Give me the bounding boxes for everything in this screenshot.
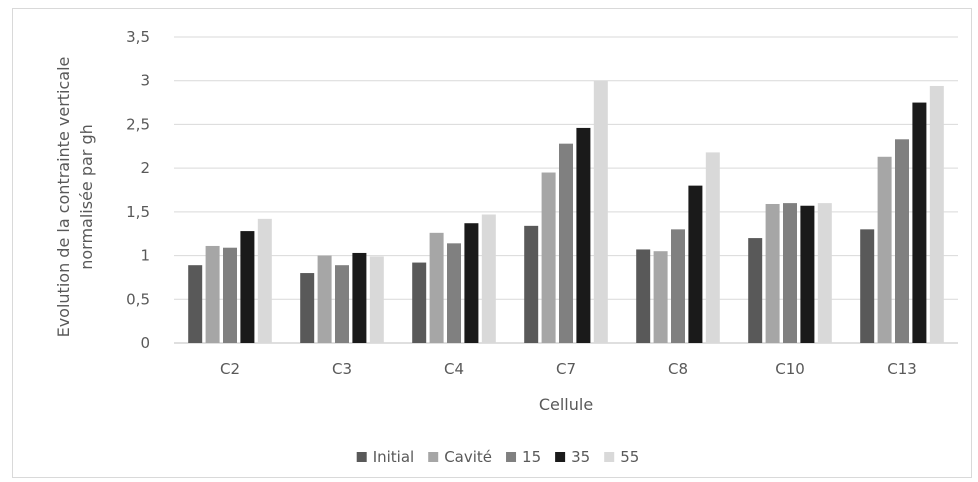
bar-c10-series-4 [817,203,832,343]
y-tick-label: 3,5 [126,28,150,46]
y-tick-label: 0,5 [126,290,150,308]
bar-c10-series-0 [748,238,763,343]
x-tick-label: C4 [444,360,464,378]
bar-c4-series-0 [412,262,427,343]
bar-c8-series-0 [636,249,651,343]
x-tick-label: C13 [887,360,917,378]
y-tick-labels: 0 0,5 1 1,5 2 2,5 3 3,5 [126,28,150,352]
bar-c7-series-3 [576,127,591,343]
legend-label: 35 [571,448,590,466]
y-tick-label: 1 [140,247,150,265]
bar-c7-series-2 [559,143,573,343]
legend-label: Initial [373,448,415,466]
bar-c4-series-2 [447,243,461,343]
y-tick-label: 1,5 [126,203,150,221]
bar-c4-series-3 [464,223,479,343]
bar-c2-series-0 [188,265,203,343]
bar-c8-series-4 [705,152,720,343]
bar-c7-series-0 [524,225,539,343]
legend-swatch [428,452,439,462]
bar-c7-series-4 [593,80,608,343]
x-tick-label: C8 [668,360,688,378]
legend-label: 15 [522,448,541,466]
bar-c8-series-2 [671,229,685,343]
bar-c13-series-0 [860,229,875,343]
bar-c3-series-4 [369,256,384,343]
bar-c3-series-0 [300,273,315,343]
bars [188,80,944,344]
x-axis-title: Cellule [539,395,593,414]
y-tick-label: 2,5 [126,115,150,133]
x-tick-labels: C2 C3 C4 C7 C8 C10 C13 [220,360,917,378]
bar-c8-series-1 [653,251,668,343]
bar-c13-series-2 [895,139,909,343]
legend-label: 55 [620,448,639,466]
bar-c10-series-3 [800,205,815,343]
bar-c8-series-3 [688,185,703,343]
bar-c4-series-1 [429,232,444,343]
bar-c3-series-2 [335,265,349,343]
legend-label: Cavité [444,448,492,466]
legend: Initial Cavité 15 35 55 [356,448,639,466]
y-tick-label: 3 [140,72,150,90]
legend-swatch [555,452,566,462]
y-tick-label: 0 [140,334,150,352]
x-tick-label: C7 [556,360,576,378]
bar-c10-series-1 [765,203,780,343]
bar-c2-series-2 [223,247,237,343]
legend-swatch [506,452,517,462]
x-tick-label: C3 [332,360,352,378]
y-axis-title-line-2: normalisée par gh [77,124,96,270]
x-tick-label: C10 [775,360,805,378]
legend-swatch [604,452,615,462]
bar-c3-series-1 [317,255,332,343]
bar-c10-series-2 [783,203,797,343]
bar-c7-series-1 [541,172,556,343]
legend-swatch [356,452,367,462]
bar-c13-series-4 [929,85,944,344]
bar-c13-series-3 [912,102,927,343]
bar-c2-series-1 [205,245,220,343]
bar-c13-series-1 [877,156,892,343]
bar-c2-series-4 [257,218,272,343]
x-tick-label: C2 [220,360,240,378]
y-axis-title-line-1: Evolution de la contrainte verticale [54,57,73,338]
bar-c4-series-4 [481,214,496,343]
bar-c2-series-3 [240,231,255,343]
bar-c3-series-3 [352,252,367,343]
y-tick-label: 2 [140,159,150,177]
